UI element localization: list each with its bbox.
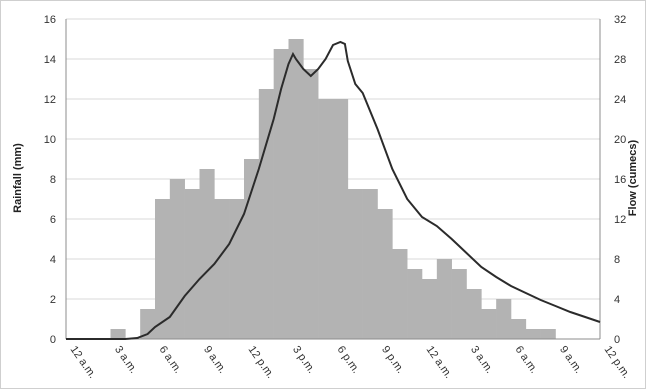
rainfall-bar [407,269,423,339]
y2-axis-title: Flow (cumecs) [627,139,639,216]
rainfall-bar [422,279,438,339]
axes [65,19,601,340]
rainfall-bar [184,189,200,339]
rainfall-bar [155,199,171,339]
y-tick-label: 10 [44,134,56,146]
y-tick-label: 0 [50,334,56,346]
rainfall-bar [466,289,482,339]
flow-line [66,40,601,340]
y-tick-label: 14 [44,54,56,66]
y-tick-label: 6 [50,214,56,226]
rainfall-bar [258,89,274,339]
y-tick-label: 12 [44,94,56,106]
rainfall-bar [362,189,378,339]
rainfall-bar [525,329,541,339]
y2-tick-label: 16 [614,174,626,186]
rainfall-bar [436,259,452,339]
rainfall-bar [481,309,497,339]
y-tick-label: 2 [50,294,56,306]
rainfall-bar [333,99,349,339]
rainfall-bars [110,39,556,339]
y2-tick-label: 8 [614,254,620,266]
rainfall-bar [244,159,260,339]
y-tick-label: 8 [50,174,56,186]
rainfall-bar [377,209,393,339]
rainfall-bar [110,329,126,339]
y2-tick-label: 12 [614,214,626,226]
y-tick-label: 16 [44,14,56,26]
y2-tick-label: 20 [614,134,626,146]
y-tick-label: 4 [50,254,56,266]
y2-tick-label: 28 [614,54,626,66]
rainfall-bar [288,39,304,339]
y2-tick-label: 4 [614,294,620,306]
y2-tick-label: 24 [614,94,626,106]
rainfall-bar [451,269,467,339]
rainfall-bar [214,199,230,339]
y-right-tick-labels: 0 4 8 12 16 20 24 28 32 [614,14,626,346]
rainfall-bar [496,299,512,339]
rainfall-bar [169,179,185,339]
y-axis-title: Rainfall (mm) [12,143,24,213]
rainfall-bar [273,49,289,339]
rainfall-bar [511,319,527,339]
rainfall-bar [392,249,408,339]
rainfall-bar [347,189,363,339]
rainfall-bar [318,99,334,339]
rainfall-bar [199,169,215,339]
y2-tick-label: 0 [614,334,620,346]
y2-tick-label: 32 [614,14,626,26]
rainfall-bar [540,329,556,339]
rainfall-bar [229,199,245,339]
rainfall-bar [303,69,319,339]
y-left-tick-labels: 0 2 4 6 8 10 12 14 16 [44,14,56,346]
